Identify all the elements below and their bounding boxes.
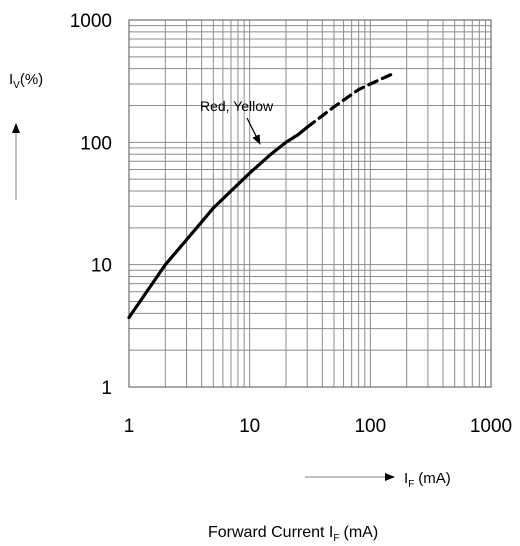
x-axis-label: IF (mA) — [404, 470, 451, 490]
annotation-arrow — [246, 117, 261, 145]
chart-caption: Forward Current IF (mA) — [208, 524, 378, 544]
y-tick-label: 1 — [101, 378, 112, 399]
x-tick-label: 10 — [239, 416, 260, 437]
y-tick-label: 100 — [80, 133, 112, 154]
y-axis-label: IV(%) — [9, 71, 43, 91]
series-line-solid — [127, 125, 309, 320]
y-tick-label: 10 — [91, 256, 112, 277]
curve-annotation: Red, Yellow — [200, 98, 274, 114]
plot-frame — [128, 19, 492, 388]
curve-layer — [127, 72, 394, 320]
x-tick-label: 1000 — [470, 416, 512, 437]
y-tick-label: 1000 — [70, 11, 112, 32]
tick-labels: 1 10 100 1000 1 10 100 1000 — [70, 11, 512, 437]
grid — [129, 20, 491, 387]
series-line-dashed — [305, 72, 394, 129]
x-tick-label: 1 — [124, 416, 135, 437]
x-tick-label: 100 — [354, 416, 386, 437]
